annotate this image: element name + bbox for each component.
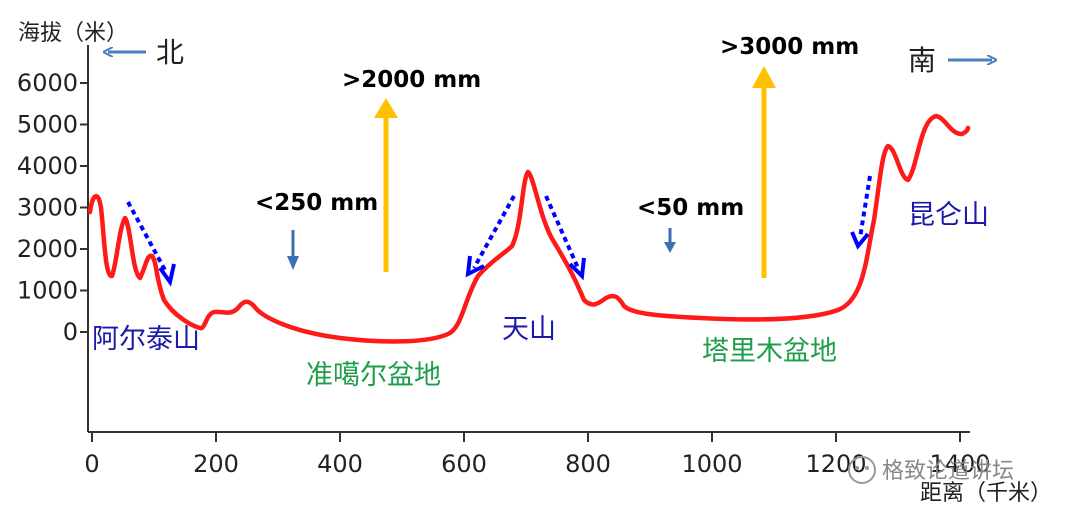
y-axis-title: 海拔（米） xyxy=(18,21,128,46)
x-tick-label: 0 xyxy=(84,450,99,478)
precip-arrow-dzungaria xyxy=(374,98,398,272)
x-tick-label: 600 xyxy=(441,450,487,478)
x-tick-label: 200 xyxy=(193,450,239,478)
x-tick-label: 800 xyxy=(565,450,611,478)
precip-label-tarim-high: >3000 mm xyxy=(720,34,859,60)
south-label: 南 xyxy=(908,44,936,77)
svg-text:格致论道讲坛: 格致论道讲坛 xyxy=(882,459,1014,484)
mountain-label-kunlun: 昆仑山 xyxy=(908,200,989,231)
x-tick-label: 1200 xyxy=(805,450,866,478)
y-tick-label: 4000 xyxy=(17,152,78,180)
y-tick-label: 0 xyxy=(63,318,78,346)
down-arrow-tarim xyxy=(664,228,676,253)
y-tick-label: 6000 xyxy=(17,69,78,97)
precip-label-dzungaria-low: <250 mm xyxy=(255,190,378,216)
basin-label-dzungar: 准噶尔盆地 xyxy=(306,360,441,391)
mountain-label-tianshan: 天山 xyxy=(502,314,556,345)
y-axis-ticks: 0 1000 2000 3000 4000 5000 6000 xyxy=(17,69,88,346)
wind-arrow-altai xyxy=(126,201,176,287)
watermark: 格致论道讲坛 xyxy=(848,456,1014,484)
y-tick-label: 1000 xyxy=(17,277,78,305)
x-tick-label: 1400 xyxy=(929,450,990,478)
wind-arrow-tianshan-north xyxy=(465,195,516,278)
down-arrow-dzungaria xyxy=(287,230,299,270)
basin-label-tarim: 塔里木盆地 xyxy=(702,336,837,367)
precip-label-tarim-low: <50 mm xyxy=(637,195,744,221)
y-tick-label: 3000 xyxy=(17,194,78,222)
wind-arrow-tianshan-south xyxy=(544,195,586,281)
y-tick-label: 2000 xyxy=(17,235,78,263)
terrain-profile-line xyxy=(87,113,971,344)
x-tick-label: 400 xyxy=(317,450,363,478)
wind-arrow-kunlun xyxy=(850,175,872,250)
x-tick-label: 1000 xyxy=(681,450,742,478)
precip-arrow-tarim xyxy=(752,66,776,278)
mountain-label-altai: 阿尔泰山 xyxy=(92,324,200,355)
north-label: 北 xyxy=(156,36,184,69)
x-axis-ticks: 0 200 400 600 800 1000 1200 1400 xyxy=(84,432,991,478)
precip-label-dzungaria-high: >2000 mm xyxy=(342,67,481,93)
y-tick-label: 5000 xyxy=(17,111,78,139)
x-axis-title: 距离（千米） xyxy=(920,481,1052,506)
